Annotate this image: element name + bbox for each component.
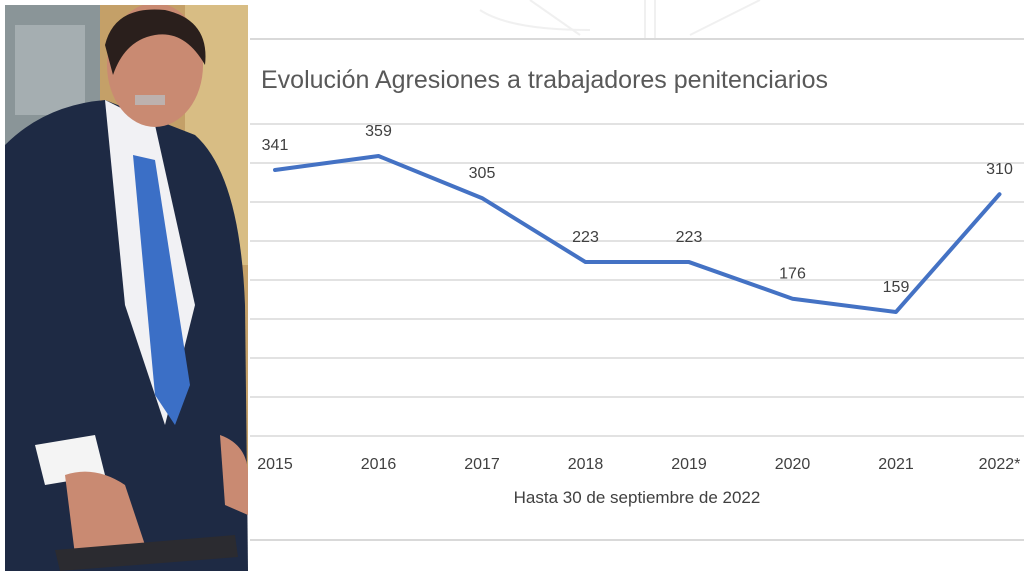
photo-illustration <box>5 5 248 571</box>
x-tick-label: 2020 <box>775 456 811 473</box>
data-label: 159 <box>883 279 910 296</box>
x-tick-label: 2017 <box>464 456 500 473</box>
chart-title: Evolución Agresiones a trabajadores peni… <box>261 66 828 94</box>
x-tick-label: 2019 <box>671 456 707 473</box>
x-axis-label: Hasta 30 de septiembre de 2022 <box>514 488 761 507</box>
x-tick-label: 2018 <box>568 456 604 473</box>
x-tick-label: 2022* <box>979 456 1021 473</box>
watermark-emblem <box>480 0 760 38</box>
person-photo <box>5 5 248 571</box>
x-tick-label: 2015 <box>257 456 293 473</box>
data-label: 223 <box>676 229 703 246</box>
x-tick-label: 2016 <box>361 456 397 473</box>
x-tick-label: 2021 <box>878 456 914 473</box>
data-label: 310 <box>986 161 1013 178</box>
data-label: 223 <box>572 229 599 246</box>
line-chart: Evolución Agresiones a trabajadores peni… <box>250 0 1024 576</box>
data-label: 305 <box>469 165 496 182</box>
chart-svg: Evolución Agresiones a trabajadores peni… <box>250 0 1024 576</box>
data-label: 341 <box>262 137 289 154</box>
data-label: 359 <box>365 123 392 140</box>
data-label: 176 <box>779 266 806 283</box>
